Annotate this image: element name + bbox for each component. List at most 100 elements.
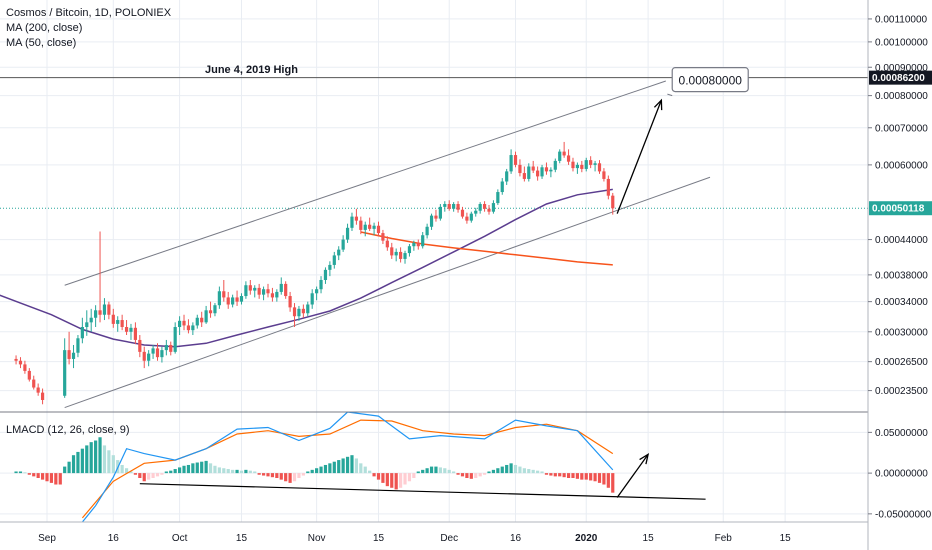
- histogram-bar: [584, 473, 588, 480]
- candle-body: [270, 293, 275, 298]
- candle: [89, 308, 93, 332]
- candle-body: [478, 204, 482, 211]
- candle: [354, 208, 358, 225]
- candle: [323, 267, 328, 284]
- histogram-bar: [597, 473, 602, 483]
- candle: [350, 212, 354, 231]
- candle: [509, 149, 513, 174]
- candle-body: [204, 310, 208, 323]
- candle-body: [63, 350, 67, 396]
- price-tick-label: 0.00044000: [875, 235, 928, 246]
- candle-body: [540, 167, 544, 177]
- histogram-bar: [195, 462, 199, 474]
- histogram-bar: [544, 473, 549, 475]
- histogram-bar: [403, 473, 407, 485]
- time-tick-label: 15: [236, 533, 248, 544]
- candle-body: [27, 370, 31, 380]
- candle: [394, 248, 398, 262]
- histogram-bar: [27, 473, 31, 475]
- candle-body: [434, 215, 438, 219]
- candle-body: [155, 348, 160, 358]
- histogram-bar: [275, 473, 279, 478]
- candle-body: [14, 358, 18, 361]
- candle-body: [469, 213, 473, 221]
- candle-body: [301, 308, 305, 314]
- candle-body: [195, 317, 199, 326]
- histogram-bar: [124, 468, 129, 474]
- histogram-bar: [288, 473, 292, 483]
- candle: [363, 221, 367, 237]
- candle: [23, 360, 27, 374]
- price-tick-label: 0.00090000: [875, 63, 928, 74]
- target-leader: [667, 93, 673, 97]
- histogram-bar: [518, 466, 522, 474]
- candle-body: [284, 283, 288, 297]
- candle: [173, 322, 177, 354]
- candle: [244, 281, 248, 299]
- candle-body: [602, 171, 606, 179]
- last-price-label: 0.00050118: [872, 204, 925, 215]
- ma200-line: [360, 231, 613, 266]
- candle: [71, 344, 76, 369]
- candle: [482, 201, 487, 212]
- candle-body: [522, 173, 526, 179]
- histogram-bar: [261, 473, 266, 476]
- candle: [253, 285, 257, 298]
- histogram-bar: [133, 473, 137, 475]
- histogram-bar: [173, 469, 177, 474]
- histogram-bar: [102, 445, 107, 474]
- histogram-bar: [606, 473, 610, 488]
- candle-body: [164, 344, 168, 351]
- candle-body: [354, 216, 358, 221]
- candle-body: [133, 327, 137, 340]
- histogram-bar: [235, 469, 239, 474]
- histogram-bar: [178, 467, 182, 474]
- histogram-bar: [341, 458, 345, 474]
- candle-body: [429, 215, 434, 227]
- candle: [235, 290, 239, 306]
- candle: [425, 223, 429, 239]
- histogram-bar: [337, 460, 341, 474]
- candle-body: [509, 155, 513, 172]
- candle-body: [372, 225, 376, 229]
- candle: [120, 314, 124, 331]
- histogram-bar: [531, 469, 535, 474]
- candle-body: [500, 181, 504, 193]
- lmacd-tick-label: -0.05000000: [875, 509, 932, 520]
- candle-body: [279, 283, 283, 292]
- candle-body: [332, 255, 336, 265]
- candle: [147, 350, 151, 367]
- candle-body: [359, 220, 363, 230]
- candle: [292, 303, 297, 328]
- candle: [248, 279, 252, 295]
- candle: [403, 250, 407, 264]
- candle-body: [182, 320, 186, 326]
- target-label: 0.00080000: [679, 74, 743, 88]
- candle-body: [85, 322, 89, 328]
- candle: [341, 235, 345, 252]
- candle-body: [200, 317, 204, 323]
- candle-body: [76, 338, 80, 353]
- candle: [98, 231, 102, 323]
- candle-body: [553, 160, 557, 170]
- candle: [32, 375, 36, 390]
- histogram-bar: [562, 473, 566, 478]
- candle-body: [191, 325, 195, 331]
- candle: [80, 317, 84, 344]
- candle-body: [178, 320, 182, 328]
- histogram-bar: [89, 442, 93, 474]
- candle-body: [292, 307, 297, 317]
- price-tick-label: 0.00026500: [875, 357, 928, 368]
- candle: [544, 162, 549, 175]
- candle-body: [23, 364, 27, 371]
- histogram-bar: [363, 466, 367, 474]
- histogram-bar: [147, 473, 151, 480]
- candle-body: [208, 310, 213, 314]
- histogram-bar: [491, 469, 496, 474]
- candle-body: [390, 247, 394, 256]
- candle-body: [36, 387, 40, 393]
- candle: [279, 277, 283, 295]
- candle: [222, 279, 226, 302]
- candle: [452, 202, 456, 212]
- histogram-bar: [200, 461, 204, 474]
